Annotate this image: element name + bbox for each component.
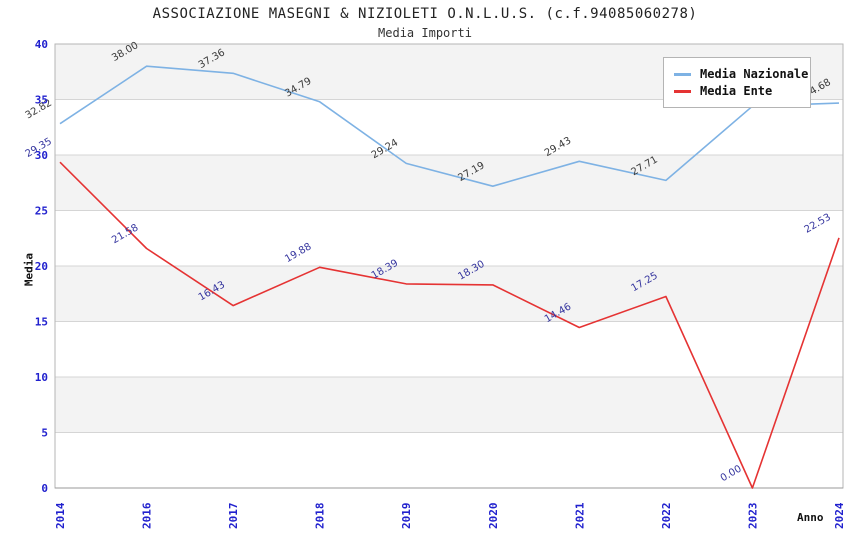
y-tick-label-10: 10 <box>35 371 48 384</box>
legend-label: Media Ente <box>700 84 773 98</box>
y-tick-label-5: 5 <box>41 427 48 440</box>
x-tick-label-2018: 2018 <box>314 503 327 530</box>
y-tick-label-25: 25 <box>35 205 48 218</box>
plot-band <box>55 210 843 266</box>
x-axis-title: Anno <box>797 511 824 524</box>
y-tick-label-15: 15 <box>35 316 48 329</box>
x-tick-label-2016: 2016 <box>141 502 154 529</box>
legend-swatch-blue <box>674 72 691 76</box>
plot-band <box>55 321 843 377</box>
x-tick-label-2022: 2022 <box>660 503 673 530</box>
legend-item-media-ente: Media Ente <box>674 84 802 98</box>
x-tick-label-2017: 2017 <box>227 503 240 530</box>
legend-label: Media Nazionale <box>700 67 809 81</box>
legend-item-media-nazionale: Media Nazionale <box>674 67 808 81</box>
plot-band <box>55 266 843 322</box>
plot-band <box>55 377 843 433</box>
y-tick-label-40: 40 <box>35 38 48 51</box>
y-tick-label-30: 30 <box>35 149 48 162</box>
y-tick-label-20: 20 <box>35 260 48 273</box>
line-media-ente <box>59 161 840 489</box>
y-tick-label-0: 0 <box>41 482 48 495</box>
x-tick-label-2021: 2021 <box>573 502 586 529</box>
chart-subtitle: Media Importi <box>378 26 472 40</box>
x-tick-label-2020: 2020 <box>487 503 500 530</box>
y-tick-label-35: 35 <box>35 94 48 107</box>
plot-band <box>55 99 843 155</box>
x-tick-label-2019: 2019 <box>400 503 413 530</box>
plot-band <box>55 155 843 211</box>
x-tick-label-2023: 2023 <box>746 503 759 530</box>
legend: Media Nazionale Media Ente <box>663 57 811 108</box>
x-tick-label-2014: 2014 <box>54 502 67 529</box>
plot-band <box>55 432 843 488</box>
line-media-nazionale <box>59 65 840 187</box>
y-axis-title: Media <box>22 252 36 287</box>
chart-title: ASSOCIAZIONE MASEGNI & NIZIOLETI O.N.L.U… <box>152 6 698 22</box>
legend-swatch-red <box>674 89 691 93</box>
x-tick-label-2024: 2024 <box>833 502 846 529</box>
